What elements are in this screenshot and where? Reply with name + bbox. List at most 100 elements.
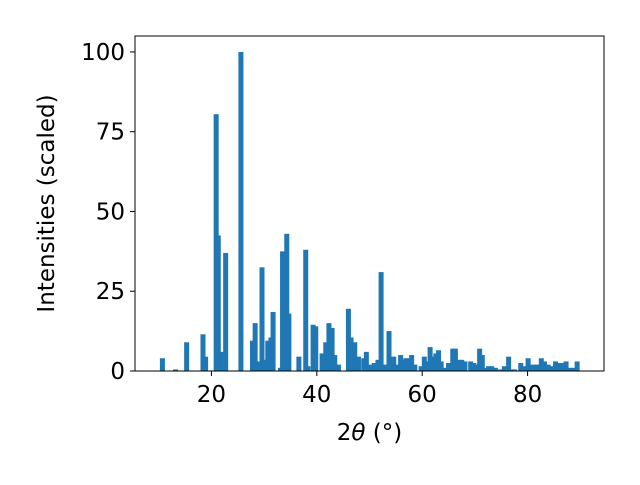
bar [574, 361, 580, 371]
bar [553, 361, 559, 371]
bar [438, 361, 444, 371]
bar [256, 361, 262, 371]
bar [394, 364, 400, 371]
bar [528, 364, 534, 371]
bar [391, 356, 397, 371]
bar [173, 369, 179, 371]
bar [400, 359, 406, 371]
bar [531, 364, 537, 371]
bar [259, 267, 265, 371]
bar [296, 356, 302, 371]
bar [462, 361, 468, 371]
y-tick-label: 0 [110, 359, 125, 385]
bar [468, 361, 474, 371]
bar [218, 351, 224, 371]
bar [477, 348, 483, 371]
bar [310, 324, 316, 371]
bar [265, 340, 271, 371]
bar [563, 361, 569, 371]
bar [450, 348, 456, 371]
bar [363, 351, 369, 371]
bar [456, 359, 462, 371]
bar [418, 366, 424, 371]
x-axis-label-suffix: (°) [365, 420, 402, 446]
bar [409, 355, 415, 371]
bar [498, 369, 504, 371]
bar [398, 355, 404, 371]
bar [313, 326, 319, 371]
bar [471, 363, 477, 371]
bar [332, 355, 338, 371]
bar [452, 348, 458, 371]
bar [159, 358, 165, 371]
bar [486, 366, 492, 371]
bar [381, 364, 387, 371]
bar [323, 342, 329, 371]
bar [284, 233, 290, 371]
y-axis-ticks: 0 25 50 75 100 [81, 40, 135, 385]
x-tick-label: 60 [408, 382, 437, 408]
bar [501, 366, 507, 371]
bar [252, 323, 258, 371]
bar [535, 364, 541, 371]
bar [541, 361, 547, 371]
bar [262, 359, 268, 371]
bar [319, 353, 325, 371]
bar [403, 358, 409, 371]
x-axis-label: 2θ (°) [337, 420, 402, 446]
bar [506, 356, 512, 371]
bar [538, 358, 544, 371]
x-tick-label: 80 [513, 382, 542, 408]
bar [406, 358, 412, 371]
bar [352, 342, 358, 371]
bar [441, 367, 447, 371]
bar [335, 364, 341, 371]
bar [436, 350, 442, 371]
bar [511, 369, 517, 371]
bar [556, 363, 562, 371]
y-axis-label: Intensities (scaled) [34, 94, 60, 312]
bar [355, 356, 361, 371]
bar [421, 356, 427, 371]
bar [386, 331, 392, 371]
y-tick-label: 50 [96, 199, 125, 225]
bar [238, 51, 244, 371]
x-axis-label-prefix: 2 [337, 420, 352, 446]
bar [549, 366, 555, 371]
bar [509, 369, 515, 371]
bar [433, 353, 439, 371]
y-tick-label: 75 [96, 120, 125, 146]
bar [430, 356, 436, 371]
bar [560, 363, 566, 371]
bar [482, 367, 488, 371]
bar [567, 367, 573, 371]
bar [375, 359, 381, 371]
bar [479, 355, 485, 371]
bar [367, 364, 373, 371]
bar [361, 358, 367, 371]
bar [492, 367, 498, 371]
bar [286, 313, 292, 371]
x-axis-ticks: 20 40 60 80 [197, 371, 542, 408]
bar [203, 356, 209, 371]
bar [270, 311, 276, 371]
bar [446, 363, 452, 371]
x-tick-label: 20 [197, 382, 226, 408]
bar [412, 364, 418, 371]
bar [305, 366, 311, 371]
bar [570, 367, 576, 371]
bar [329, 327, 335, 371]
bar [459, 359, 465, 371]
bar [525, 358, 531, 371]
bar [326, 323, 332, 371]
bars-layer [159, 51, 580, 372]
bar [371, 363, 377, 371]
plot-frame [134, 35, 605, 372]
bar [521, 366, 527, 371]
bar [303, 249, 309, 371]
bar [184, 342, 190, 371]
bar [345, 308, 351, 371]
